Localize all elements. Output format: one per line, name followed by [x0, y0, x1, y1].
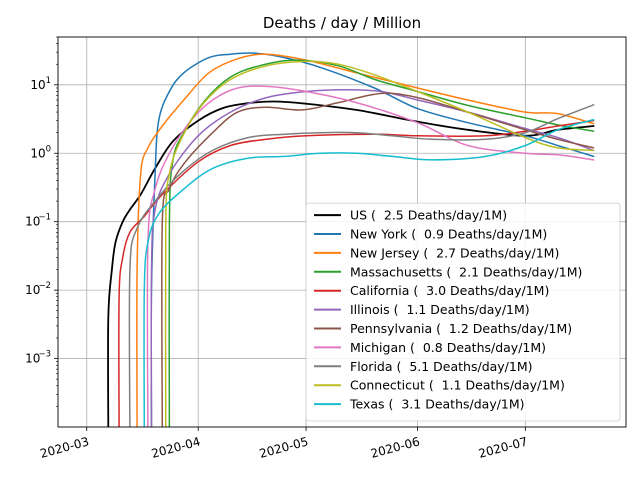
legend-label-new-jersey: New Jersey ( 2.7 Deaths/day/1M)	[350, 245, 559, 260]
plot-frame	[57, 36, 627, 428]
legend-box	[305, 202, 621, 422]
series-line-texas	[143, 118, 595, 427]
y-tick-base: 10	[25, 283, 40, 297]
legend-label-texas: Texas ( 3.1 Deaths/day/1M)	[349, 397, 525, 412]
legend-label-pennsylvania: Pennsylvania ( 1.2 Deaths/day/1M)	[350, 321, 572, 336]
legend-label-us: US ( 2.5 Deaths/day/1M)	[350, 208, 507, 223]
series-line-california	[118, 119, 595, 427]
y-tick-base: 10	[30, 78, 45, 92]
series-line-connecticut	[164, 60, 595, 427]
y-tick-base: 10	[30, 146, 45, 160]
legend-label-connecticut: Connecticut ( 1.1 Deaths/day/1M)	[350, 378, 565, 393]
series-line-florida	[128, 104, 595, 427]
y-tick-base: 10	[25, 215, 40, 229]
y-tick-exponent: −2	[38, 281, 51, 291]
legend-label-massachusetts: Massachusetts ( 2.1 Deaths/day/1M)	[350, 264, 582, 279]
chart-title: Deaths / day / Million	[263, 14, 421, 32]
y-tick-exponent: 0	[46, 144, 51, 154]
y-tick-exponent: −1	[38, 213, 51, 223]
legend: US ( 2.5 Deaths/day/1M) New York ( 0.9 De…	[305, 202, 621, 422]
y-tick-base: 10	[25, 352, 40, 366]
series-lines	[107, 52, 595, 427]
legend-label-florida: Florida ( 5.1 Deaths/day/1M)	[350, 359, 533, 374]
y-tick-exponent: 1	[46, 76, 51, 86]
series-line-illinois	[150, 88, 595, 427]
legend-label-new-york: New York ( 0.9 Deaths/day/1M)	[350, 227, 547, 242]
series-line-new-york	[150, 52, 595, 427]
y-tick-exponent: −3	[38, 350, 51, 360]
series-line-us	[107, 100, 595, 427]
legend-label-michigan: Michigan ( 0.8 Deaths/day/1M)	[350, 340, 546, 355]
legend-label-illinois: Illinois ( 1.1 Deaths/day/1M)	[350, 302, 530, 317]
series-line-massachusetts	[168, 59, 595, 427]
series-line-new-jersey	[136, 53, 595, 427]
series-line-michigan	[146, 85, 595, 427]
legend-label-california: California ( 3.0 Deaths/day/1M)	[350, 283, 549, 298]
